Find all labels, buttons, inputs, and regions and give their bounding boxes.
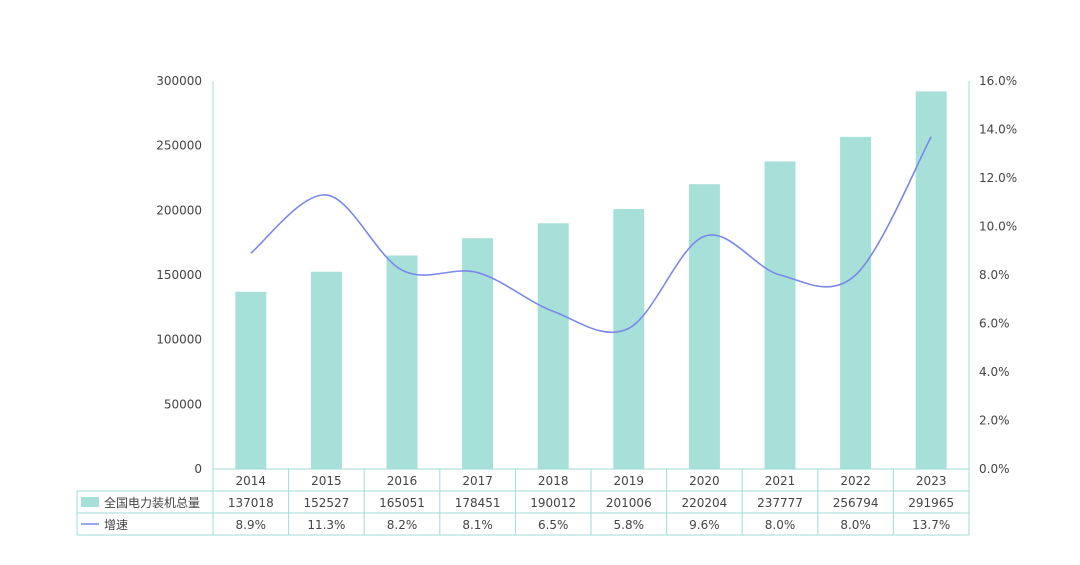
- left-tick-label: 50000: [164, 397, 202, 411]
- bar-2020: [688, 184, 720, 469]
- left-tick-label: 250000: [156, 139, 202, 153]
- left-tick-label: 150000: [156, 268, 202, 282]
- category-label: 2018: [538, 474, 569, 488]
- legend-label-capacity: 全国电力装机总量: [104, 495, 200, 510]
- capacity-value: 165051: [379, 496, 425, 510]
- right-tick-label: 8.0%: [979, 268, 1010, 282]
- legend-label-growth: 增速: [104, 518, 128, 532]
- right-tick-label: 6.0%: [979, 317, 1010, 331]
- bar-2018: [537, 223, 569, 469]
- growth-value: 13.7%: [912, 518, 950, 532]
- bar-2022: [840, 136, 872, 469]
- capacity-value: 178451: [455, 496, 501, 510]
- capacity-value: 256794: [833, 496, 879, 510]
- growth-value: 9.6%: [689, 518, 720, 532]
- growth-value: 5.8%: [614, 518, 645, 532]
- category-label: 2017: [462, 474, 493, 488]
- category-label: 2019: [614, 474, 645, 488]
- growth-value: 8.0%: [840, 518, 871, 532]
- bar-2019: [613, 209, 645, 470]
- left-axis: 0 50000 100000 150000 200000 250000 300000: [156, 74, 202, 476]
- left-tick-label: 0: [194, 462, 202, 476]
- right-tick-label: 2.0%: [979, 414, 1010, 428]
- left-tick-label: 100000: [156, 333, 202, 347]
- right-tick-label: 4.0%: [979, 365, 1010, 379]
- growth-value: 8.2%: [387, 518, 418, 532]
- right-tick-label: 12.0%: [979, 171, 1017, 185]
- category-label: 2014: [236, 474, 267, 488]
- data-table: 2014 2015 2016 2017 2018 2019 2020 2021 2022 2023…: [76, 468, 969, 536]
- capacity-value: 220204: [681, 496, 727, 510]
- bar-2023: [915, 91, 947, 469]
- category-label: 2021: [765, 474, 796, 488]
- capacity-value: 190012: [530, 496, 576, 510]
- right-tick-label: 14.0%: [979, 123, 1017, 137]
- category-label: 2015: [311, 474, 342, 488]
- bar-2015: [310, 271, 342, 469]
- left-tick-label: 300000: [156, 74, 202, 88]
- growth-rate-line: [250, 136, 932, 334]
- right-tick-label: 0.0%: [979, 462, 1010, 476]
- bar-series: [235, 91, 947, 470]
- legend-swatch-capacity: [81, 497, 99, 507]
- capacity-value: 137018: [228, 496, 274, 510]
- category-label: 2016: [387, 474, 418, 488]
- capacity-value: 237777: [757, 496, 803, 510]
- bar-2016: [386, 255, 418, 469]
- plot-frame: [212, 81, 970, 535]
- right-tick-label: 10.0%: [979, 220, 1017, 234]
- capacity-value: 201006: [606, 496, 652, 510]
- category-label: 2023: [916, 474, 947, 488]
- line-series: [250, 136, 932, 334]
- right-tick-label: 16.0%: [979, 74, 1017, 88]
- growth-value: 8.1%: [462, 518, 493, 532]
- capacity-value: 152527: [303, 496, 349, 510]
- category-label: 2022: [840, 474, 871, 488]
- right-axis: 0.0% 2.0% 4.0% 6.0% 8.0% 10.0% 12.0% 14.0% 16.0%: [979, 74, 1017, 476]
- capacity-value: 291965: [908, 496, 954, 510]
- left-tick-label: 200000: [156, 203, 202, 217]
- growth-value: 8.9%: [236, 518, 267, 532]
- bar-2021: [764, 161, 796, 469]
- growth-value: 6.5%: [538, 518, 569, 532]
- growth-value: 11.3%: [307, 518, 345, 532]
- category-label: 2020: [689, 474, 720, 488]
- bar-2014: [235, 291, 267, 469]
- growth-value: 8.0%: [765, 518, 796, 532]
